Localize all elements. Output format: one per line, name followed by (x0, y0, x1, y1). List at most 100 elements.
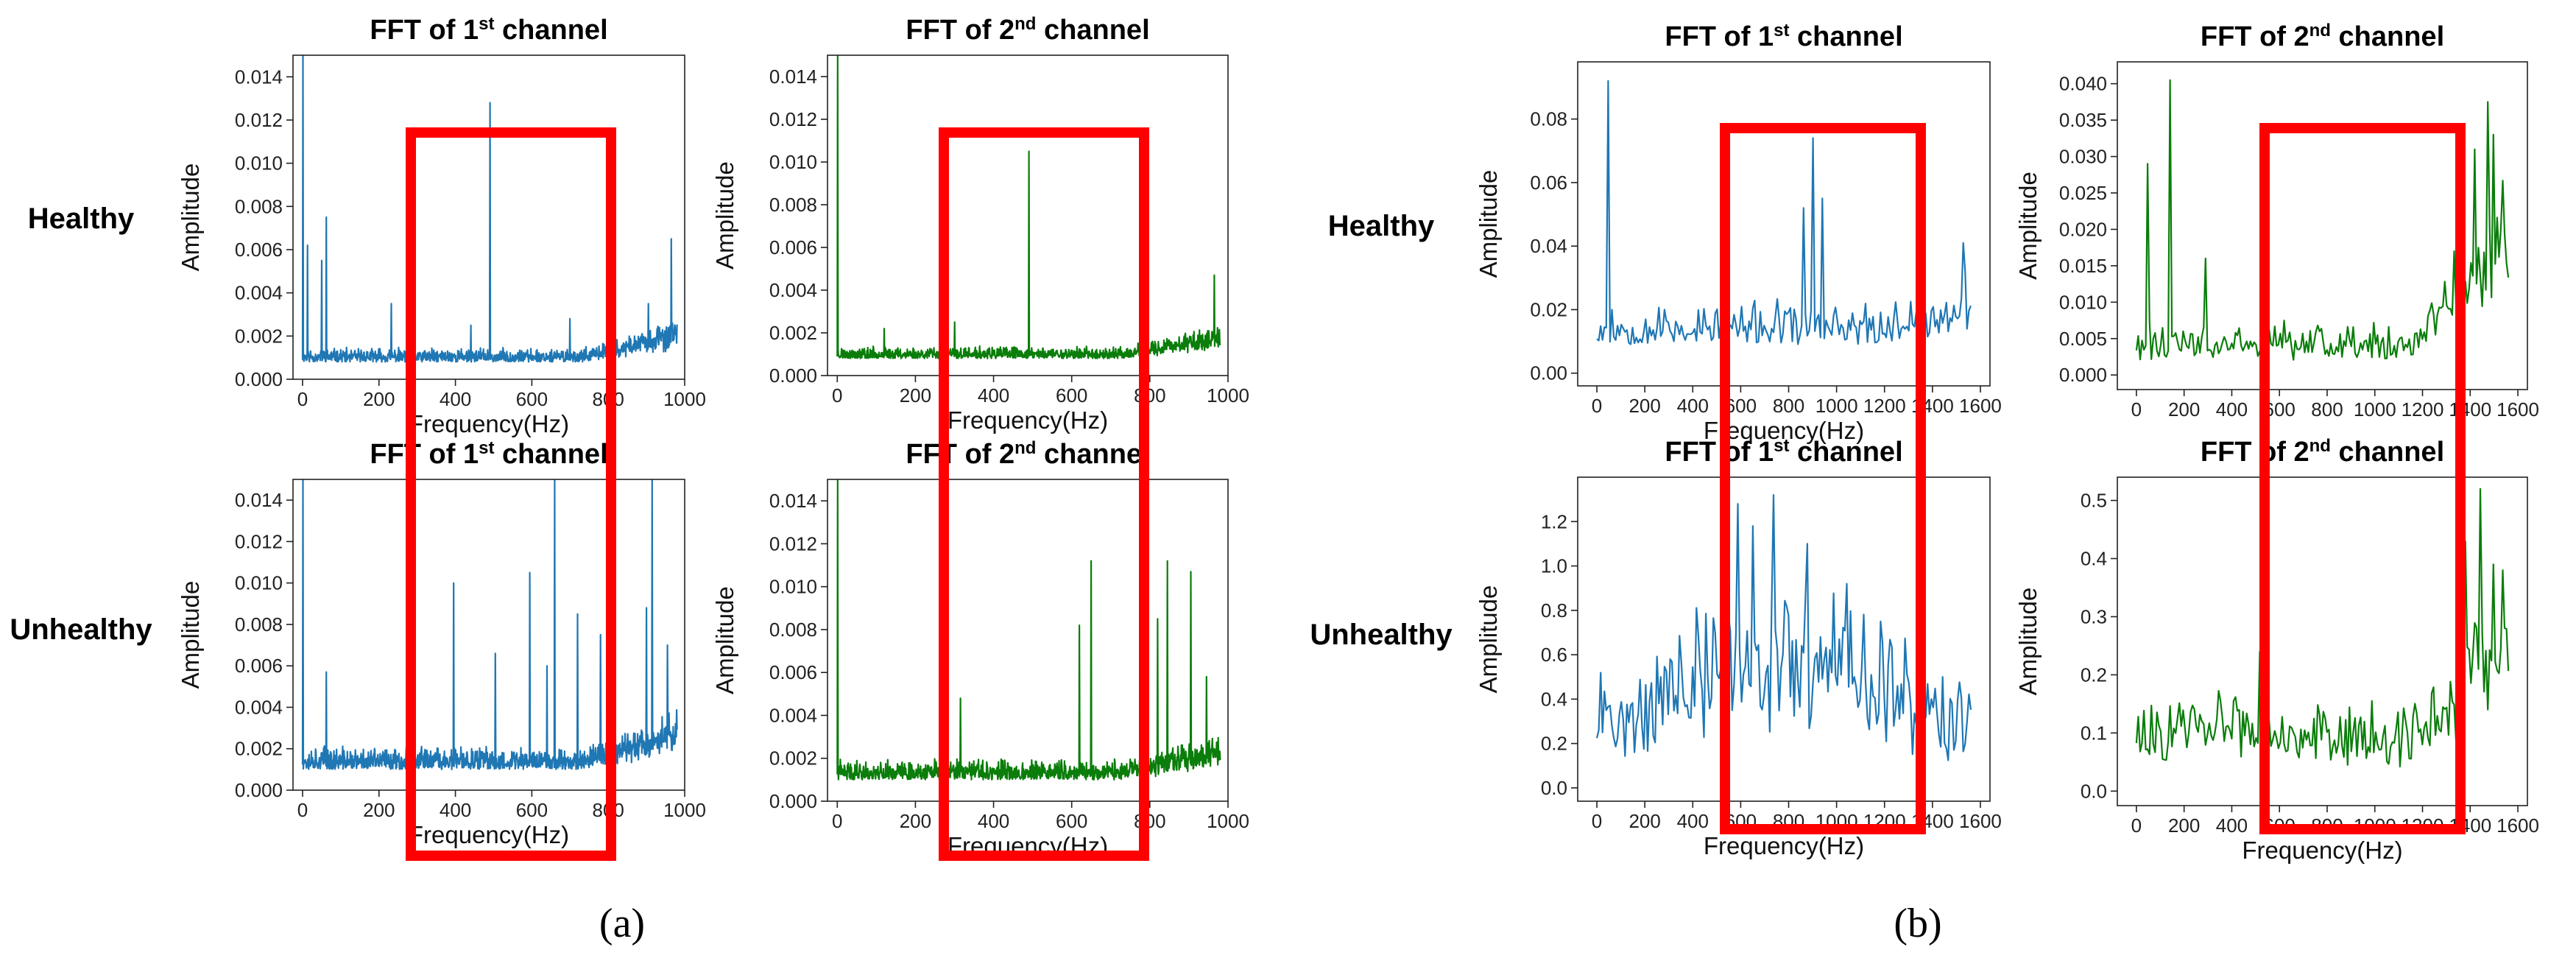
y-axis-label-b2: Amplitude (2014, 172, 2042, 280)
series-line-b3 (1595, 494, 1972, 761)
charts-layer: 0 200 400 600 800 10000.0000.0020.0040.0060.0… (177, 14, 2539, 864)
y-axis-label-b3: Amplitude (1475, 585, 1502, 694)
y-tick-label-b2: 0.000 (2059, 364, 2107, 386)
x-tick-label-b3: 0 (1592, 810, 1602, 832)
chart-a2: 0 200 400 600 800 1000 0.000 0.002 0.004 0.006 0.0… (711, 14, 1249, 434)
y-tick-label-b4: 0.0 (2081, 780, 2107, 802)
y-tick-label-b3: 0.4 (1541, 688, 1567, 710)
plot-frame-b4 (2117, 476, 2528, 806)
y-tick-label-a2: 0.008 (769, 194, 817, 216)
x-tick-label-a1: 600 (516, 388, 548, 410)
x-tick-label-a2: 200 (900, 384, 931, 406)
series-line-b1 (1596, 80, 1972, 345)
y-tick-label-a2: 0.002 (769, 322, 817, 344)
x-tick-label-b2: 1000 (2354, 398, 2396, 420)
x-tick-label-a4: 400 (978, 810, 1009, 832)
x-tick-label-a4: 800 (1134, 810, 1165, 832)
chart-title-tail: channel (494, 15, 607, 46)
row-label-b-healthy: Healthy (1328, 210, 1435, 242)
chart-title-main: FFT of 1 (1665, 21, 1774, 52)
chart-title-superscript: nd (2309, 21, 2331, 41)
x-tick-label-a1: 1000 (663, 388, 706, 410)
y-tick-label-a1: 0.012 (235, 109, 283, 131)
plot-frame-b3 (1577, 476, 1991, 802)
chart-title-b2: FFT of 2nd channel (2201, 21, 2444, 52)
plot-frame-a1 (292, 54, 685, 380)
y-tick-label-a1: 0.000 (235, 368, 283, 390)
plot-frame-a4 (827, 479, 1229, 802)
chart-title-main: FFT of 1 (370, 15, 479, 46)
chart-title-main: FFT of 2 (906, 439, 1014, 470)
chart-title-b4: FFT of 2nd channel (2201, 436, 2444, 468)
y-tick-label-a1: 0.006 (235, 239, 283, 261)
y-tick-label-a4: 0.008 (769, 619, 817, 641)
caption-a: (a) (599, 901, 645, 946)
x-axis-label-b4: Frequency(Hz) (2242, 837, 2402, 864)
x-tick-label-a2: 0 (832, 384, 842, 406)
x-tick-label-a1: 0 (297, 388, 308, 410)
x-tick-label-b2: 400 (2216, 398, 2248, 420)
chart-a1: 0 200 400 600 800 10000.0000.0020.0040.0060.0… (177, 14, 706, 437)
y-tick-label-b4: 0.1 (2081, 722, 2107, 744)
x-tick-label-a4: 1000 (1207, 810, 1249, 832)
y-tick-label-b2: 0.010 (2059, 291, 2107, 313)
chart-title-main: FFT of 2 (2201, 437, 2309, 468)
x-tick-label-b1: 1200 (1863, 395, 1906, 417)
x-tick-label-b2: 1200 (2402, 398, 2444, 420)
y-tick-label-a2: 0.000 (769, 365, 817, 387)
y-tick-label-a2: 0.006 (769, 236, 817, 258)
x-tick-label-b3: 200 (1628, 810, 1660, 832)
y-tick-label-a2: 0.010 (769, 151, 817, 173)
x-tick-label-a4: 600 (1056, 810, 1087, 832)
series-line-b4 (2135, 487, 2510, 768)
y-axis-label-b4: Amplitude (2014, 588, 2042, 696)
y-axis-label-a2: Amplitude (711, 161, 738, 270)
y-tick-label-a1: 0.002 (235, 325, 283, 347)
x-tick-label-a4: 200 (900, 810, 931, 832)
chart-title-main: FFT of 2 (906, 15, 1014, 46)
x-tick-label-a3: 600 (516, 799, 548, 821)
y-tick-label-a1: 0.008 (235, 195, 283, 217)
x-tick-label-a2: 600 (1056, 384, 1087, 406)
y-tick-label-b4: 0.3 (2081, 605, 2107, 627)
highlight-box-a2 (939, 127, 1149, 861)
y-tick-label-b3: 0.2 (1541, 733, 1567, 755)
chart-title-tail: channel (1789, 21, 1902, 52)
y-tick-label-b3: 1.2 (1541, 510, 1567, 532)
x-tick-label-b4: 0 (2131, 814, 2142, 837)
chart-title-tail: channel (494, 439, 607, 470)
caption-b: (b) (1894, 901, 1941, 946)
highlight-box-a1 (406, 127, 616, 861)
y-tick-label-b2: 0.030 (2059, 146, 2107, 168)
x-tick-label-a4: 0 (832, 810, 842, 832)
y-tick-label-a3: 0.006 (235, 655, 283, 677)
chart-title-a4: FFT of 2nd channel (906, 438, 1149, 470)
chart-title-main: FFT of 1 (1665, 437, 1774, 468)
chart-title-superscript: nd (1014, 438, 1036, 458)
chart-title-b1: FFT of 1st channel (1665, 21, 1902, 52)
chart-title-tail: channel (1789, 437, 1902, 468)
chart-title-superscript: nd (1014, 14, 1036, 34)
y-tick-label-b3: 0.0 (1541, 777, 1567, 799)
x-tick-label-b1: 200 (1628, 395, 1660, 417)
x-tick-label-a2: 1000 (1207, 384, 1249, 406)
y-tick-label-a4: 0.014 (769, 490, 817, 512)
y-tick-label-a3: 0.000 (235, 779, 283, 801)
y-tick-label-a3: 0.002 (235, 738, 283, 760)
chart-title-superscript: st (479, 14, 494, 34)
x-tick-label-a3: 200 (363, 799, 395, 821)
y-axis-label-b1: Amplitude (1475, 170, 1502, 278)
chart-title-a2: FFT of 2nd channel (906, 14, 1149, 46)
chart-a3: 0 200 400 600 800 10000.0000.0020.0040.0060.0… (177, 438, 706, 848)
series-line-a2 (836, 55, 1221, 359)
y-tick-label-a3: 0.012 (235, 530, 283, 552)
chart-b2: 0 200 400 600 800 1000 1200 1400 16000.0000.0050… (2014, 21, 2539, 420)
chart-title-tail: channel (1036, 15, 1149, 46)
y-tick-label-b2: 0.005 (2059, 328, 2107, 350)
x-axis-label-a1: Frequency(Hz) (409, 410, 569, 437)
row-label-a-healthy: Healthy (28, 203, 135, 235)
y-axis-label-a4: Amplitude (711, 586, 738, 694)
y-tick-label-b4: 0.4 (2081, 548, 2107, 570)
chart-title-a3: FFT of 1st channel (370, 438, 607, 470)
